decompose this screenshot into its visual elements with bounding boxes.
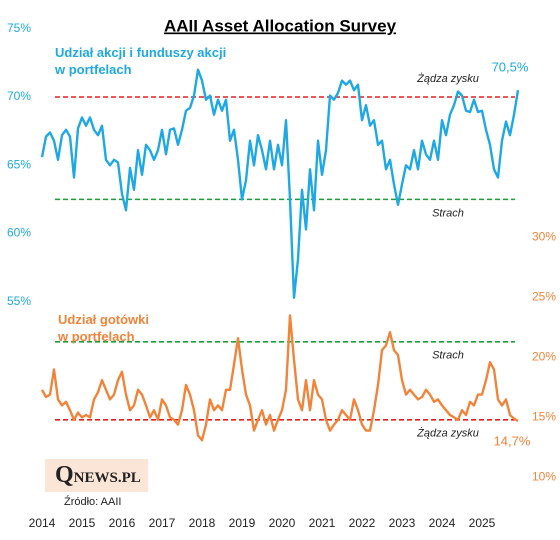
series-line [40,314,519,442]
y2-tick-label: 10% [532,470,556,484]
y-tick-label: 75% [7,21,31,35]
y2-tick-label: 15% [532,410,556,424]
y2-tick-label: 20% [532,350,556,364]
x-tick-label: 2022 [349,516,376,530]
series-label: Udział gotówki w portfelach [58,312,149,344]
source: Źródło: AAII [64,496,122,508]
x-tick-label: 2025 [469,516,496,530]
y-tick-label: 55% [7,294,31,308]
x-tick-label: 2014 [29,516,56,530]
end-label: 14,7% [494,433,531,448]
logo: QNEWS.PL [45,459,148,492]
reference-label: Strach [432,350,464,362]
x-tick-label: 2018 [189,516,216,530]
series-label: Udział akcji i funduszy akcji w portfela… [55,45,227,77]
end-label: 70,5% [492,60,529,75]
y2-tick-label: 25% [532,290,556,304]
y2-tick-label: 30% [532,230,556,244]
x-tick-label: 2024 [429,516,456,530]
y-tick-label: 65% [7,157,31,171]
reference-label: Żądza zysku [416,428,479,440]
reference-label: Żądza zysku [416,73,479,85]
x-tick-label: 2021 [309,516,336,530]
y-tick-label: 60% [7,226,31,240]
x-tick-label: 2015 [69,516,96,530]
x-tick-label: 2020 [269,516,296,530]
reference-label: Strach [432,207,464,219]
chart-title: AAII Asset Allocation Survey [164,16,397,35]
x-tick-label: 2017 [149,516,176,530]
x-tick-label: 2023 [389,516,416,530]
x-tick-label: 2016 [109,516,136,530]
y-tick-label: 70% [7,89,31,103]
x-tick-label: 2019 [229,516,256,530]
series-line [40,68,520,299]
